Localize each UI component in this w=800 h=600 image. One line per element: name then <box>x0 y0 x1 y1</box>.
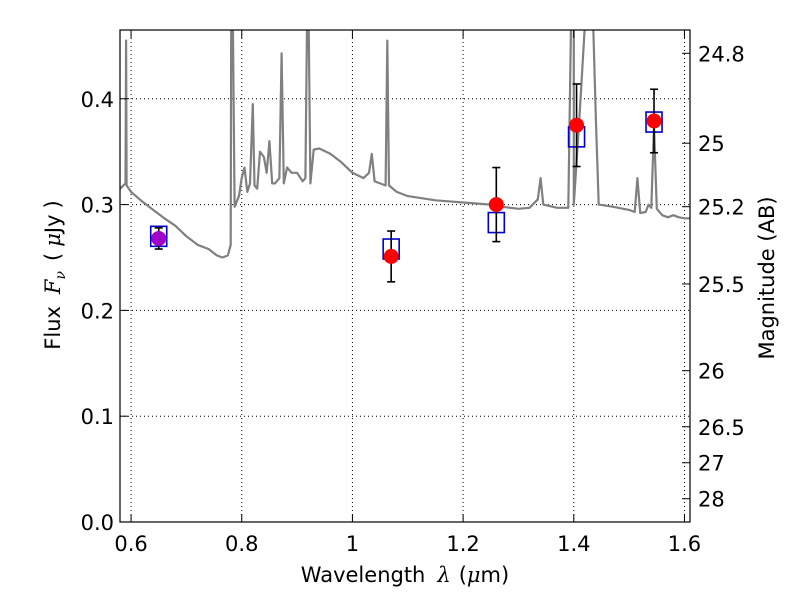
observed-point <box>383 248 399 264</box>
y2-tick-label: 26.5 <box>698 416 745 440</box>
plot-area <box>120 30 690 259</box>
x-tick-label: 1.4 <box>557 532 590 556</box>
x-tick-label: 1.2 <box>446 532 479 556</box>
y2-tick-label: 25 <box>698 132 725 156</box>
x-tick-label: 0.8 <box>225 532 258 556</box>
observed-point <box>151 230 167 246</box>
y2-tick-label: 26 <box>698 360 725 384</box>
y2-tick-label: 24.8 <box>698 42 745 66</box>
y2-tick-label: 27 <box>698 452 725 476</box>
observed-point <box>646 113 662 129</box>
axis-ticks: 0.6 0.8 1 1.2 1.4 1.6 0.0 0.1 0.2 0.3 0.4 24.8 25 25.… <box>81 30 745 556</box>
x-tick-label: 0.6 <box>114 532 147 556</box>
y-tick-label: 0.4 <box>81 88 114 112</box>
plot-background <box>120 30 690 522</box>
observed-point <box>488 197 504 213</box>
observed-point <box>569 117 585 133</box>
x-axis-label: Wavelength λ (μm) <box>301 563 509 587</box>
y-tick-label: 0.2 <box>81 299 114 323</box>
y-tick-label: 0.0 <box>81 511 114 535</box>
x-tick-label: 1 <box>346 532 359 556</box>
y2-axis-label: Magnitude (AB) <box>755 196 779 359</box>
model-spectrum-line <box>120 30 690 259</box>
data-points <box>149 83 663 283</box>
y-tick-label: 0.1 <box>81 405 114 429</box>
y-axis-label: FluxFν(μJy) <box>41 200 69 349</box>
plot-frame <box>119 29 691 523</box>
y2-tick-label: 28 <box>698 488 725 512</box>
y-tick-label: 0.3 <box>81 194 114 218</box>
y2-tick-label: 25.5 <box>698 273 745 297</box>
y2-tick-label: 25.2 <box>698 196 745 220</box>
x-tick-label: 1.6 <box>668 532 701 556</box>
